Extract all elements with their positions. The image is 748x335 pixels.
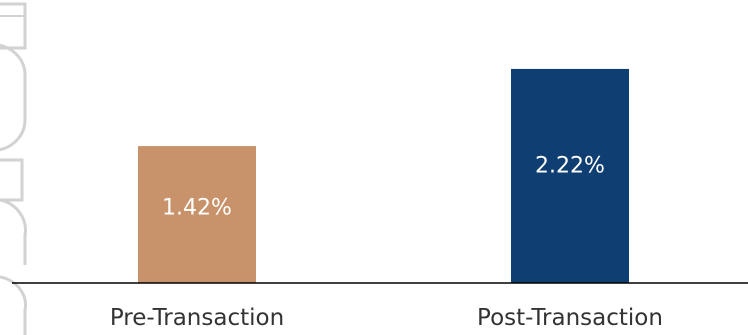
bar-post-transaction xyxy=(511,68,629,283)
x-tick-label: Post-Transaction xyxy=(477,305,663,331)
bar-pre-transaction xyxy=(138,146,256,283)
watermark-shape xyxy=(0,43,27,152)
watermark-shape xyxy=(0,2,27,50)
watermark-shape xyxy=(0,275,27,335)
watermark-shape xyxy=(0,158,24,202)
data-label: 1.42% xyxy=(162,196,232,221)
bars-group: 1.42% 2.22% xyxy=(138,68,629,283)
watermark-decoration xyxy=(0,2,27,335)
x-tick-label: Pre-Transaction xyxy=(110,305,284,331)
watermark-shape xyxy=(0,198,27,265)
x-tick-labels: Pre-Transaction Post-Transaction xyxy=(110,305,663,331)
data-label: 2.22% xyxy=(535,153,605,178)
